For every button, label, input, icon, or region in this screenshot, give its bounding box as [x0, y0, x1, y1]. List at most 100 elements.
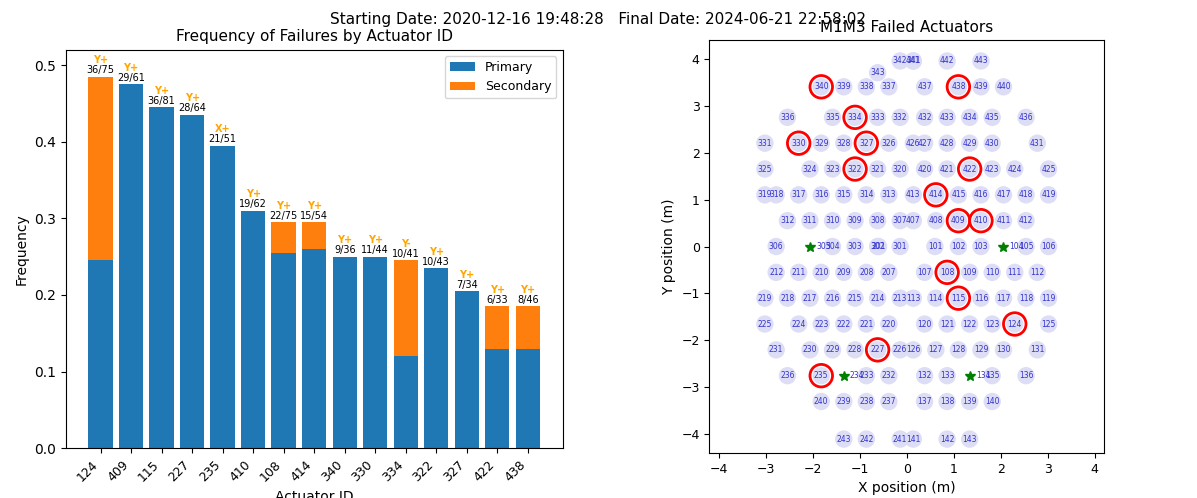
Circle shape — [917, 393, 932, 409]
Circle shape — [779, 110, 796, 125]
Circle shape — [892, 161, 909, 177]
Bar — [272, 222, 296, 253]
Text: 302: 302 — [870, 242, 885, 251]
Text: 129: 129 — [973, 345, 989, 355]
Text: 423: 423 — [985, 164, 999, 173]
Circle shape — [836, 264, 852, 280]
Text: 218: 218 — [780, 294, 795, 303]
Text: 212: 212 — [768, 268, 783, 277]
Circle shape — [961, 135, 978, 151]
Text: 341: 341 — [906, 56, 920, 65]
Text: Y+: Y+ — [154, 86, 169, 96]
Text: 106: 106 — [1041, 242, 1056, 251]
Text: 319: 319 — [758, 190, 772, 199]
Text: 208: 208 — [859, 268, 874, 277]
Circle shape — [825, 110, 840, 125]
Circle shape — [1007, 161, 1022, 177]
Text: 424: 424 — [1008, 164, 1022, 173]
Text: 124: 124 — [1008, 320, 1022, 329]
Circle shape — [779, 213, 796, 229]
Text: 228: 228 — [847, 345, 862, 355]
Bar — [89, 77, 113, 260]
Circle shape — [984, 264, 1001, 280]
Text: 342: 342 — [893, 56, 907, 65]
Circle shape — [973, 187, 989, 203]
Text: 427: 427 — [917, 138, 931, 148]
Text: X+: X+ — [214, 124, 231, 134]
Text: 102: 102 — [952, 242, 966, 251]
Circle shape — [996, 79, 1011, 95]
Circle shape — [881, 316, 897, 332]
Text: 36/75: 36/75 — [86, 65, 115, 75]
Text: 232: 232 — [882, 371, 897, 380]
Text: 116: 116 — [973, 294, 989, 303]
Text: 336: 336 — [780, 113, 795, 122]
Circle shape — [836, 431, 852, 447]
Text: 325: 325 — [758, 164, 772, 173]
Text: 331: 331 — [758, 138, 772, 148]
Text: 125: 125 — [1041, 320, 1056, 329]
Text: 318: 318 — [768, 190, 783, 199]
Text: 241: 241 — [893, 435, 907, 444]
Circle shape — [950, 187, 966, 203]
Text: 433: 433 — [940, 113, 954, 122]
Text: 225: 225 — [758, 320, 772, 329]
Text: 417: 417 — [996, 190, 1010, 199]
Text: 110: 110 — [985, 268, 999, 277]
Circle shape — [881, 79, 897, 95]
Bar — [180, 115, 205, 448]
Circle shape — [905, 53, 922, 69]
Text: 329: 329 — [814, 138, 828, 148]
Text: 136: 136 — [1019, 371, 1033, 380]
Text: Y+: Y+ — [93, 55, 108, 65]
Text: Y+: Y+ — [306, 201, 322, 211]
Bar — [455, 291, 479, 448]
Text: 131: 131 — [1031, 345, 1045, 355]
Circle shape — [905, 53, 922, 69]
Circle shape — [802, 161, 818, 177]
Text: 115: 115 — [952, 294, 966, 303]
Bar — [424, 268, 449, 448]
Circle shape — [825, 342, 840, 358]
Circle shape — [757, 187, 773, 203]
Text: 426: 426 — [906, 138, 920, 148]
Circle shape — [813, 264, 830, 280]
Circle shape — [870, 290, 886, 306]
Text: Y+: Y+ — [521, 285, 535, 295]
Text: 135: 135 — [985, 371, 999, 380]
Circle shape — [996, 213, 1011, 229]
Circle shape — [950, 290, 966, 306]
Circle shape — [973, 53, 989, 69]
Bar — [516, 349, 540, 448]
Circle shape — [870, 65, 886, 81]
Text: 126: 126 — [906, 345, 920, 355]
Text: 440: 440 — [996, 82, 1010, 91]
Text: 19/62: 19/62 — [239, 199, 267, 209]
Circle shape — [870, 239, 886, 254]
Circle shape — [892, 53, 909, 69]
Text: 227: 227 — [870, 345, 885, 355]
Circle shape — [1017, 368, 1034, 383]
Circle shape — [940, 316, 955, 332]
Text: 111: 111 — [1008, 268, 1022, 277]
Circle shape — [892, 342, 909, 358]
Text: 443: 443 — [973, 56, 989, 65]
Circle shape — [813, 79, 830, 95]
Circle shape — [1017, 110, 1034, 125]
Text: 435: 435 — [985, 113, 999, 122]
Text: 239: 239 — [837, 397, 851, 406]
Circle shape — [847, 239, 863, 254]
Circle shape — [858, 431, 874, 447]
Circle shape — [917, 110, 932, 125]
Circle shape — [917, 161, 932, 177]
Circle shape — [813, 393, 830, 409]
Text: 313: 313 — [882, 190, 897, 199]
Circle shape — [984, 393, 1001, 409]
Circle shape — [870, 110, 886, 125]
Circle shape — [928, 342, 943, 358]
Circle shape — [870, 342, 886, 358]
Circle shape — [825, 239, 840, 254]
Circle shape — [984, 368, 1001, 383]
Circle shape — [870, 161, 886, 177]
Circle shape — [984, 110, 1001, 125]
